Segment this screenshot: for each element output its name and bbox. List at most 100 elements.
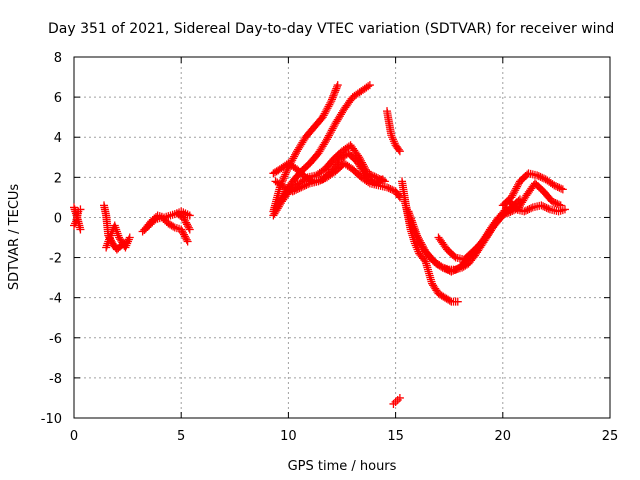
data-point-marker <box>419 243 428 252</box>
data-point-marker <box>301 173 310 182</box>
data-point-marker <box>384 184 393 193</box>
data-point-marker <box>514 180 523 189</box>
data-point-marker <box>285 185 294 194</box>
series-arc-15a <box>398 177 462 306</box>
data-point-marker <box>420 255 429 264</box>
data-point-marker <box>389 399 398 408</box>
y-tick-label: 8 <box>54 51 62 66</box>
data-point-marker <box>166 211 175 220</box>
data-point-marker <box>295 184 304 193</box>
y-tick-label: 0 <box>54 211 62 226</box>
data-point-marker <box>306 175 315 184</box>
data-point-marker <box>553 182 562 191</box>
data-point-marker <box>333 81 342 90</box>
data-point-marker <box>304 174 313 183</box>
data-point-marker <box>278 182 287 191</box>
data-point-marker <box>445 296 454 305</box>
y-tick-label: -10 <box>41 412 62 427</box>
plot-frame <box>73 56 611 419</box>
data-point-marker <box>291 150 300 159</box>
data-point-marker <box>71 219 80 228</box>
data-point-marker <box>393 395 402 404</box>
data-point-marker <box>407 216 416 225</box>
data-point-marker <box>551 182 560 191</box>
data-point-marker <box>319 111 328 120</box>
data-point-marker <box>449 266 458 275</box>
data-point-marker <box>331 86 340 95</box>
data-point-marker <box>375 176 384 185</box>
data-point-marker <box>555 183 564 192</box>
data-point-marker <box>326 98 335 107</box>
data-point-marker <box>410 224 419 233</box>
series-arc-3c <box>172 207 194 220</box>
data-point-marker <box>407 214 416 223</box>
data-point-marker <box>304 180 313 189</box>
data-point-marker <box>371 178 380 187</box>
data-point-marker <box>418 242 427 251</box>
data-point-marker <box>302 180 311 189</box>
data-point-marker <box>493 215 502 224</box>
data-point-marker <box>521 206 530 215</box>
data-point-marker <box>558 206 567 215</box>
data-point-marker <box>405 209 414 218</box>
data-point-marker <box>388 133 397 142</box>
data-point-marker <box>112 227 121 236</box>
data-point-marker <box>447 267 456 276</box>
data-point-marker <box>102 243 111 252</box>
y-tick-label: -4 <box>49 292 62 307</box>
data-point-marker <box>124 235 133 244</box>
x-axis: 0 5 10 15 20 25 <box>70 57 618 444</box>
data-point-marker <box>558 185 567 194</box>
data-point-marker <box>442 265 451 274</box>
x-tick-label: 15 <box>387 429 404 444</box>
y-tick-label: 6 <box>54 91 62 106</box>
data-point-marker <box>440 264 449 273</box>
data-point-marker <box>182 218 191 227</box>
data-point-marker <box>437 262 446 271</box>
data-point-marker <box>536 172 545 181</box>
data-point-marker <box>303 174 312 183</box>
data-point-marker <box>365 81 374 90</box>
y-tick-label: 2 <box>54 171 62 186</box>
data-point-marker <box>520 207 529 216</box>
data-point-marker <box>450 252 459 261</box>
data-point-marker <box>282 168 291 177</box>
data-point-marker <box>406 212 415 221</box>
data-point-marker <box>181 234 190 243</box>
data-point-marker <box>110 221 119 230</box>
data-point-marker <box>104 237 113 246</box>
data-point-marker <box>102 241 111 250</box>
data-point-marker <box>182 235 191 244</box>
data-point-marker <box>507 193 516 202</box>
data-point-marker <box>404 207 413 216</box>
data-point-marker <box>453 297 462 306</box>
x-tick-label: 10 <box>280 429 297 444</box>
data-point-marker <box>534 172 543 181</box>
data-point-marker <box>390 139 399 148</box>
data-point-marker <box>169 222 178 231</box>
data-point-marker <box>513 182 522 191</box>
data-point-marker <box>523 205 532 214</box>
data-point-marker <box>506 207 515 216</box>
data-point-marker <box>503 209 512 218</box>
data-point-marker <box>177 225 186 234</box>
data-point-marker <box>297 183 306 192</box>
data-point-marker <box>125 233 134 242</box>
data-point-marker <box>185 211 194 220</box>
data-point-marker <box>383 183 392 192</box>
data-point-marker <box>412 229 421 238</box>
data-point-marker <box>537 201 546 210</box>
data-point-marker <box>389 135 398 144</box>
data-point-marker <box>329 122 338 131</box>
data-point-marker <box>320 109 329 118</box>
data-point-marker <box>548 197 557 206</box>
data-point-marker <box>411 227 420 236</box>
data-point-marker <box>504 208 513 217</box>
data-point-marker <box>508 207 517 216</box>
data-point-marker <box>76 205 85 214</box>
x-tick-label: 5 <box>177 429 185 444</box>
data-point-marker <box>417 240 426 249</box>
data-point-marker <box>288 187 297 196</box>
data-point-marker <box>387 131 396 140</box>
